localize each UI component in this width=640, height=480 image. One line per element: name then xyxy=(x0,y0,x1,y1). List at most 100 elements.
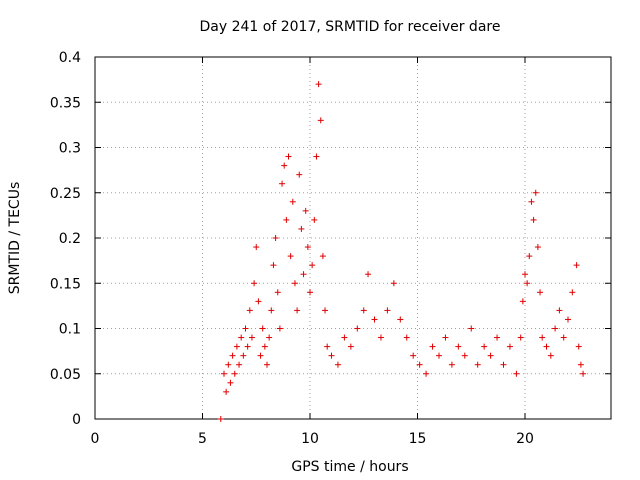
data-point xyxy=(547,352,554,359)
data-point xyxy=(569,289,576,296)
data-point xyxy=(225,361,232,368)
x-tick-label: 10 xyxy=(301,431,319,447)
x-tick-label: 5 xyxy=(198,431,207,447)
data-point xyxy=(255,298,262,305)
y-tick-label: 0.15 xyxy=(50,276,81,292)
y-tick-label: 0.4 xyxy=(59,50,81,66)
data-point xyxy=(487,352,494,359)
data-point xyxy=(302,207,309,214)
data-point xyxy=(221,370,227,377)
data-point xyxy=(517,334,524,341)
data-point xyxy=(309,262,316,269)
data-point xyxy=(481,343,488,350)
y-tick-label: 0.1 xyxy=(59,322,81,338)
data-point xyxy=(257,352,264,359)
data-point xyxy=(248,334,255,341)
data-point xyxy=(231,370,238,377)
data-point xyxy=(313,153,320,160)
data-point xyxy=(285,153,292,160)
data-point xyxy=(227,379,234,386)
data-point xyxy=(410,352,417,359)
data-point xyxy=(577,361,584,368)
y-tick-label: 0.2 xyxy=(59,231,81,247)
data-points xyxy=(217,81,587,422)
data-point xyxy=(229,352,236,359)
data-point xyxy=(236,361,243,368)
data-point xyxy=(365,271,372,278)
chart-title: Day 241 of 2017, SRMTID for receiver dar… xyxy=(200,19,501,35)
data-point xyxy=(307,289,313,296)
data-point xyxy=(319,253,326,260)
data-point xyxy=(494,334,501,341)
data-point xyxy=(543,343,550,350)
data-point xyxy=(270,262,277,269)
data-point xyxy=(360,307,367,314)
data-point xyxy=(279,180,286,187)
data-point xyxy=(315,81,322,88)
data-point xyxy=(298,225,305,232)
data-point xyxy=(233,343,240,350)
data-point xyxy=(289,198,296,205)
y-tick-label: 0.3 xyxy=(59,141,81,157)
data-point xyxy=(403,334,410,341)
data-point xyxy=(448,361,455,368)
data-point xyxy=(238,334,245,341)
data-point xyxy=(519,298,526,305)
data-point xyxy=(513,370,520,377)
data-point xyxy=(377,334,384,341)
plot-frame xyxy=(94,56,612,420)
data-point xyxy=(223,388,230,395)
data-point xyxy=(474,361,481,368)
data-point xyxy=(573,262,580,269)
data-point xyxy=(371,316,378,323)
data-point xyxy=(261,343,268,350)
data-point xyxy=(296,171,303,178)
data-point xyxy=(328,352,335,359)
data-point xyxy=(311,216,318,223)
data-point xyxy=(259,325,266,332)
y-tick-labels: 0 0.05 0.1 0.15 0.2 0.25 0.3 0.35 0.4 xyxy=(50,50,81,428)
x-tick-label: 15 xyxy=(409,431,427,447)
data-point xyxy=(468,325,475,332)
data-point xyxy=(390,280,397,287)
data-point xyxy=(442,334,449,341)
data-point xyxy=(528,198,535,205)
axis-ticks xyxy=(94,56,611,420)
data-point xyxy=(283,216,290,223)
data-point xyxy=(276,325,283,332)
data-point xyxy=(268,307,275,314)
data-point xyxy=(317,117,324,124)
data-point xyxy=(416,361,423,368)
data-point xyxy=(240,352,247,359)
data-point xyxy=(429,343,436,350)
data-point xyxy=(506,343,513,350)
data-point xyxy=(246,307,253,314)
data-point xyxy=(294,307,301,314)
data-point xyxy=(253,244,260,251)
grid xyxy=(95,57,611,419)
data-point xyxy=(334,361,341,368)
data-point xyxy=(556,307,563,314)
y-tick-label: 0.25 xyxy=(50,186,81,202)
y-axis-label: SRMTID / TECUs xyxy=(7,182,23,295)
data-point xyxy=(266,334,273,341)
data-point xyxy=(534,244,541,251)
data-point xyxy=(281,162,288,169)
data-point xyxy=(580,370,587,377)
data-point xyxy=(560,334,567,341)
data-point xyxy=(300,271,307,278)
data-point xyxy=(242,325,249,332)
data-point xyxy=(287,253,294,260)
x-tick-label: 0 xyxy=(91,431,100,447)
data-point xyxy=(291,280,298,287)
data-point xyxy=(397,316,404,323)
data-point xyxy=(423,370,430,377)
data-point xyxy=(530,216,537,223)
data-point xyxy=(244,343,251,350)
y-tick-label: 0 xyxy=(72,412,81,428)
data-point xyxy=(274,289,281,296)
data-point xyxy=(524,280,531,287)
data-point xyxy=(304,244,311,251)
y-tick-label: 0.05 xyxy=(50,367,81,383)
